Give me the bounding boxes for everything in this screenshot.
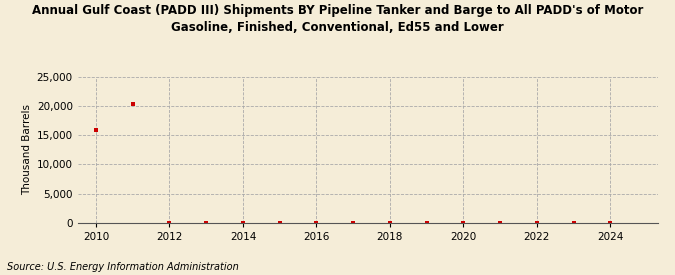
- Y-axis label: Thousand Barrels: Thousand Barrels: [22, 104, 32, 195]
- Text: Source: U.S. Energy Information Administration: Source: U.S. Energy Information Administ…: [7, 262, 238, 272]
- Text: Annual Gulf Coast (PADD III) Shipments BY Pipeline Tanker and Barge to All PADD': Annual Gulf Coast (PADD III) Shipments B…: [32, 4, 643, 34]
